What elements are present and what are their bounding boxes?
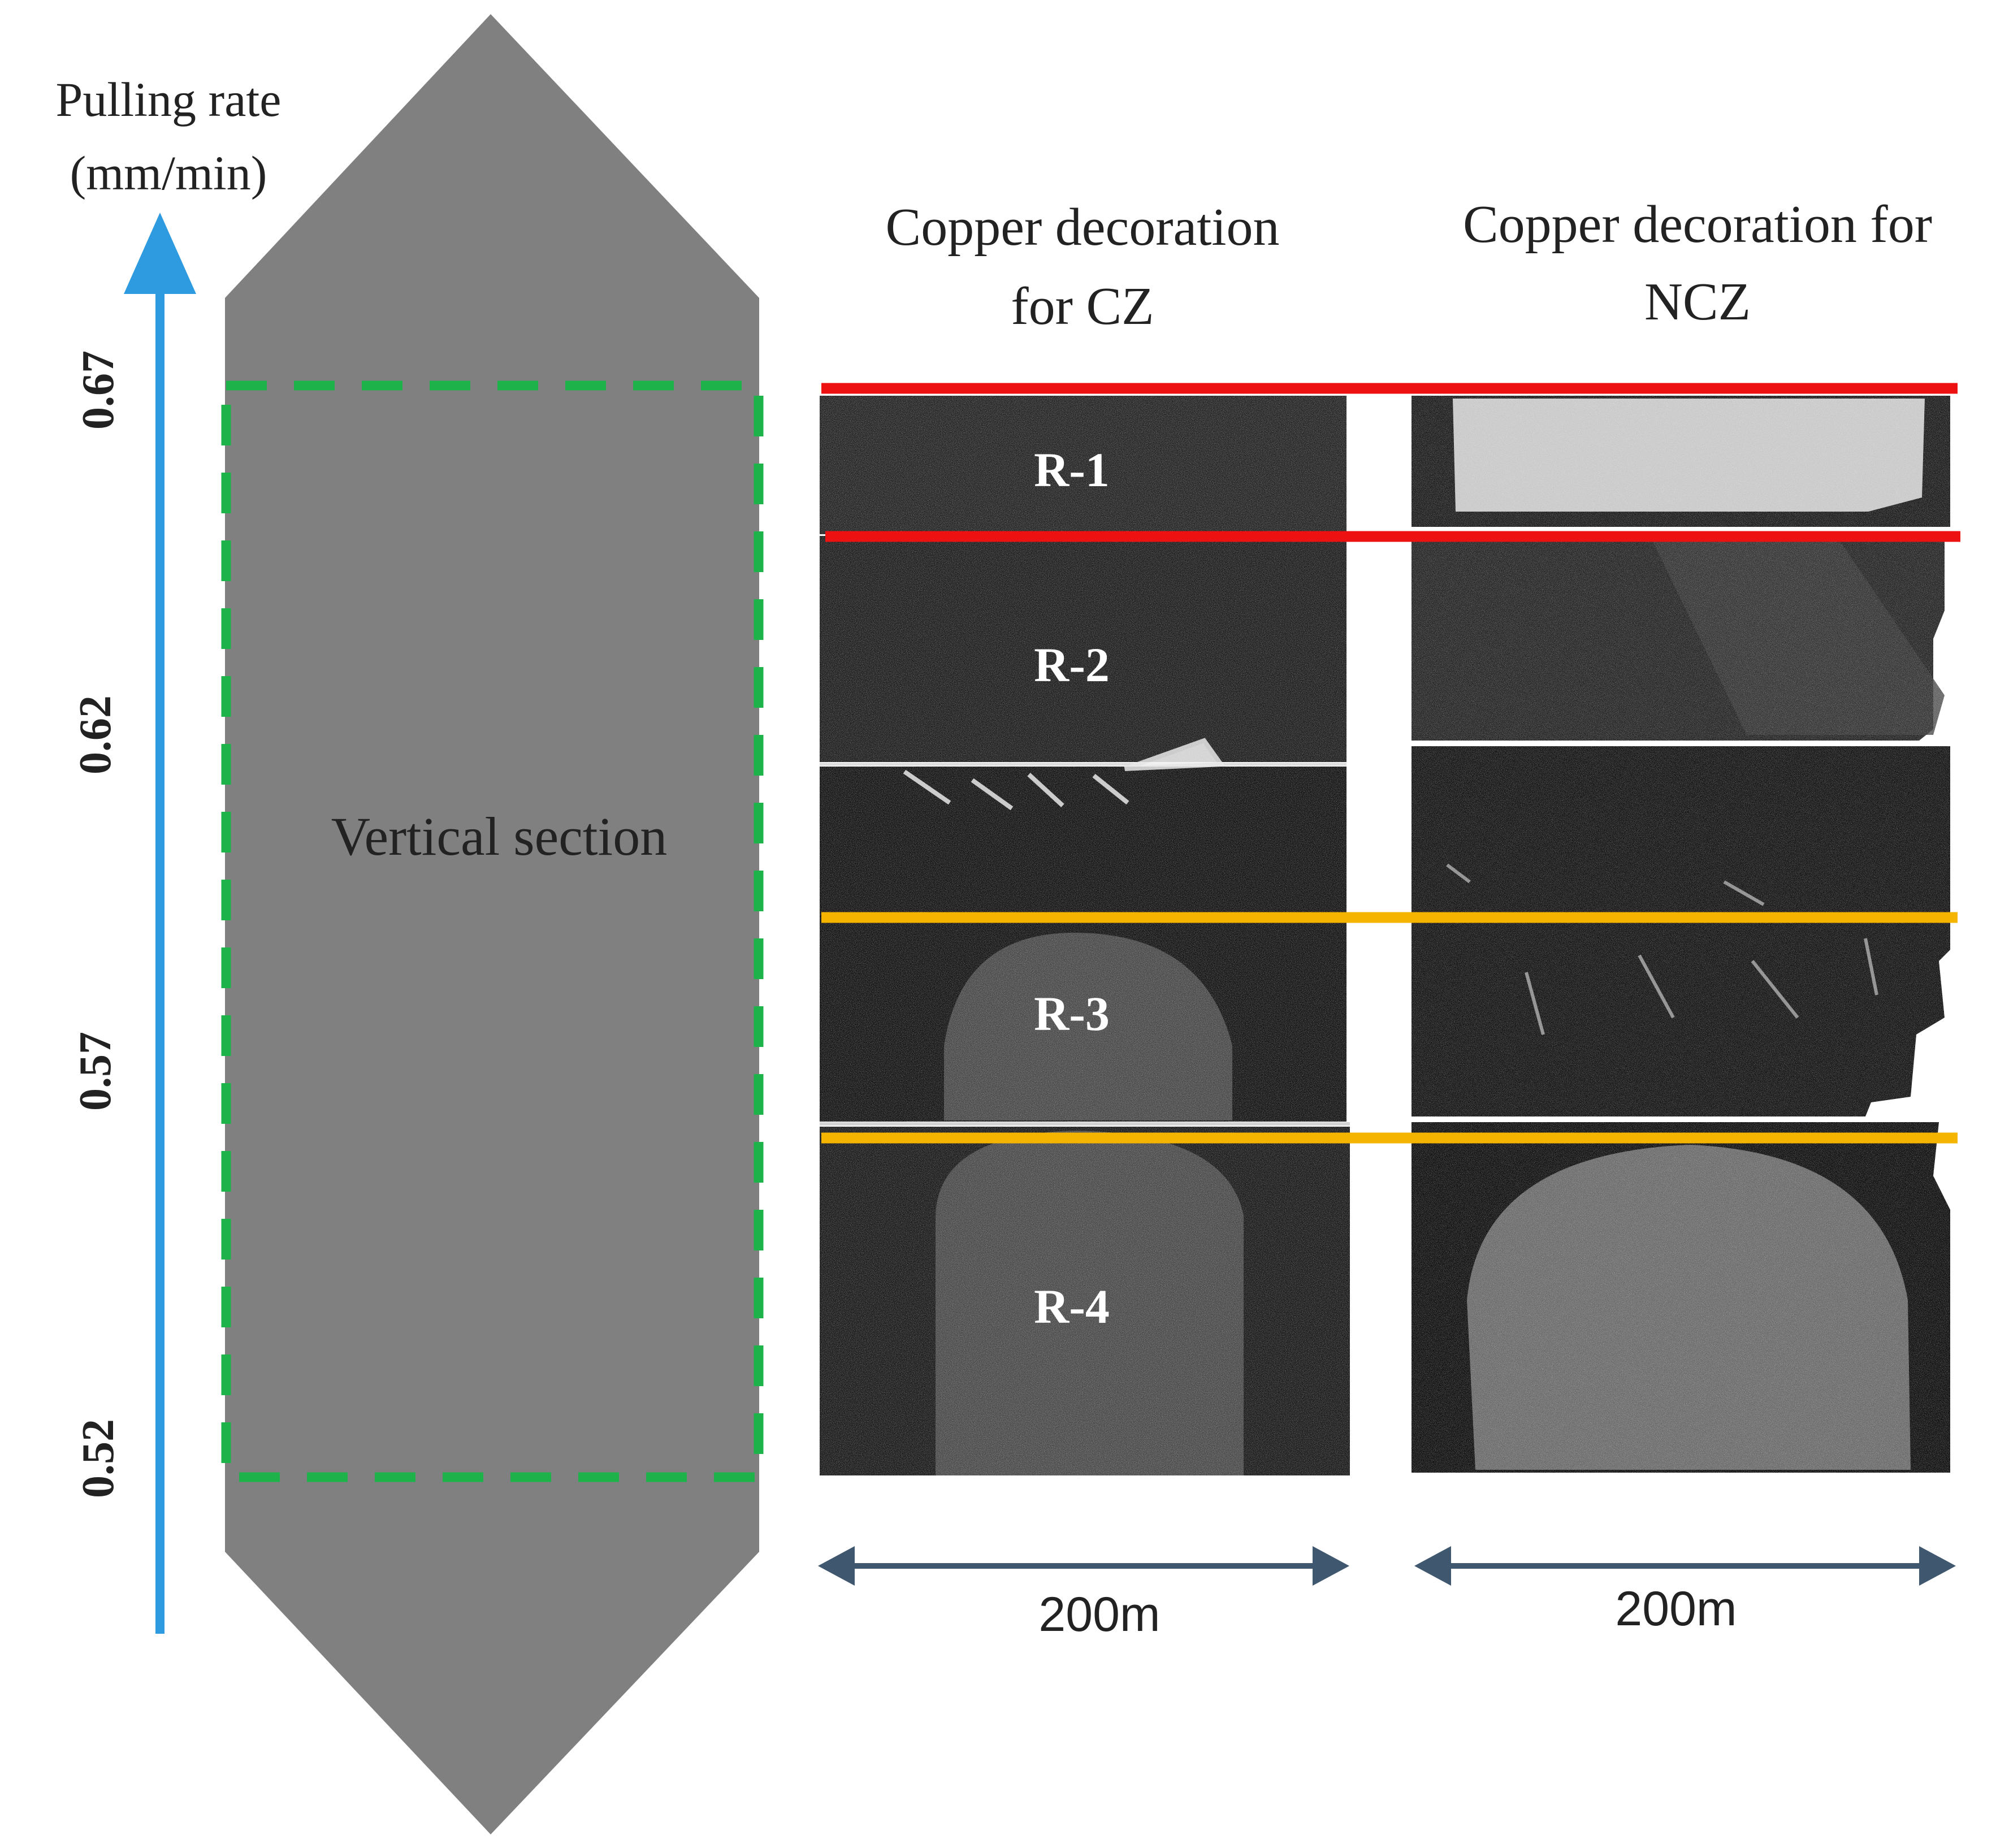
region-boundaries (821, 383, 1960, 1144)
ncz-heading-line2: NCZ (1644, 272, 1751, 331)
cz-micrograph (820, 396, 1350, 1475)
pulling-rate-axis: Pulling rate (mm/min) 0.67 0.62 0.57 0.5… (56, 72, 282, 1634)
ingot-diagram: Vertical section (221, 14, 764, 1834)
region-labels: R-1 R-2 R-3 R-4 (1034, 443, 1110, 1334)
scale-bars: 200m 200m (818, 1546, 1956, 1642)
ncz-micrograph (1412, 396, 1950, 1473)
region-label-r4: R-4 (1034, 1279, 1110, 1334)
panel-headings: Copper decoration for CZ Copper decorati… (886, 195, 1932, 336)
tick-label-0-52: 0.52 (73, 1419, 123, 1498)
cz-heading-line2: for CZ (1011, 277, 1154, 336)
cz-heading-line1: Copper decoration (886, 198, 1280, 257)
axis-title-line2: (mm/min) (70, 146, 267, 200)
cz-texture (820, 396, 1350, 1475)
region-label-r1: R-1 (1034, 443, 1110, 497)
ncz-texture (1412, 396, 1950, 1473)
axis-title-line1: Pulling rate (56, 72, 282, 127)
ingot-shape (225, 14, 759, 1834)
region-label-r2: R-2 (1034, 638, 1110, 692)
tick-label-0-57: 0.57 (71, 1032, 120, 1111)
ncz-heading-line1: Copper decoration for (1463, 195, 1932, 254)
vertical-section-label: Vertical section (331, 806, 667, 867)
tick-label-0-62: 0.62 (71, 695, 120, 774)
region-label-r3: R-3 (1034, 986, 1110, 1041)
ncz-scale-label: 200m (1615, 1582, 1737, 1636)
cz-scale-label: 200m (1038, 1587, 1160, 1642)
tick-label-0-67: 0.67 (73, 350, 123, 430)
